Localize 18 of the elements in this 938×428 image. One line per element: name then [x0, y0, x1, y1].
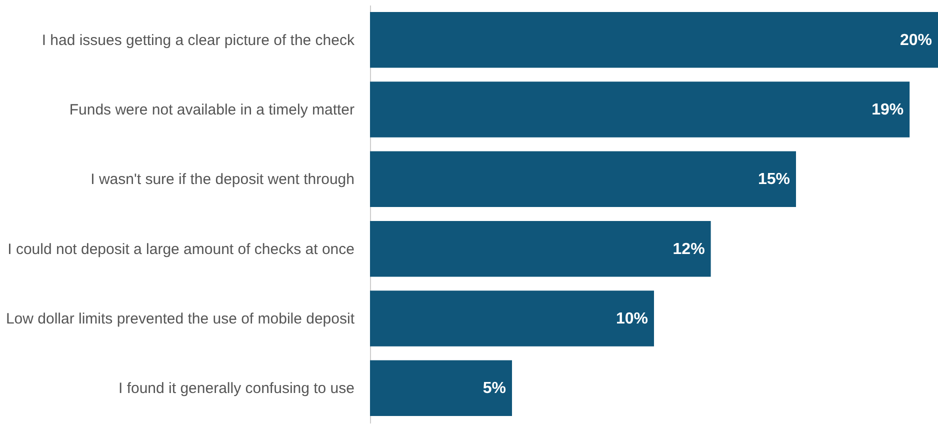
y-tick-label: I wasn't sure if the deposit went through: [90, 171, 354, 188]
data-label: 19%: [872, 102, 904, 118]
y-tick-label: Funds were not available in a timely matter: [69, 102, 354, 118]
y-tick-label: I found it generally confusing to use: [118, 380, 354, 398]
data-label: 10%: [616, 310, 648, 328]
bar: [370, 220, 711, 277]
bar: [370, 290, 654, 346]
data-label: 12%: [672, 240, 705, 258]
data-label: 20%: [900, 32, 932, 49]
bar: [370, 12, 938, 68]
y-tick-label: I had issues getting a clear picture of the check: [42, 32, 355, 49]
bar: [370, 82, 910, 138]
bar: [370, 151, 796, 208]
data-label: 15%: [758, 171, 790, 188]
bar: [370, 360, 512, 416]
y-tick-label: Low dollar limits prevented the use of mobile deposit: [6, 310, 356, 328]
y-tick-label: I could not deposit a large amount of checks at once: [8, 240, 354, 258]
data-label: 5%: [482, 380, 506, 398]
